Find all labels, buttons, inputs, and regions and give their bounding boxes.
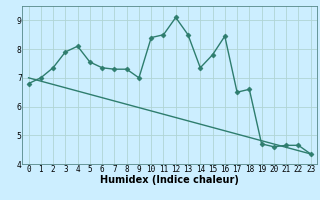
X-axis label: Humidex (Indice chaleur): Humidex (Indice chaleur)	[100, 175, 239, 185]
